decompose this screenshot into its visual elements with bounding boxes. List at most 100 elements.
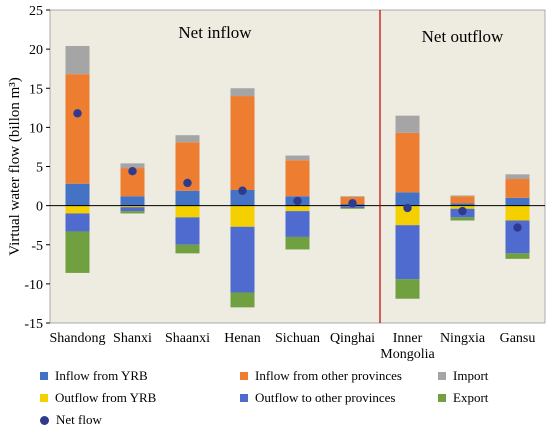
net-flow-point-shandong [73,109,82,118]
bar-henan-series-5 [230,292,255,308]
legend-item-net-flow: Net flow [40,412,102,428]
bar-ningxia-series-5 [450,217,475,221]
bar-inner-mongolia-series-5 [395,279,420,299]
y-tick-label: 0 [36,200,43,215]
legend-label: Outflow to other provinces [255,390,396,405]
x-tick-label: Shandong [50,331,106,346]
bar-shaanxi-series-4 [175,217,200,245]
bar-inner-mongolia-series-4 [395,225,420,280]
legend-swatch [40,394,48,402]
net-flow-point-sichuan [293,196,302,206]
bar-sichuan-series-5 [285,236,310,250]
bar-shaanxi-series-3 [175,205,200,218]
legend-label: Export [453,390,489,405]
bar-shaanxi-series-2 [175,135,200,143]
legend-label: Inflow from other provinces [255,368,402,383]
bar-henan-series-0 [230,189,255,206]
legend-swatch [438,394,446,402]
net-flow-point-shanxi [128,166,137,176]
net-flow-point-ningxia [458,206,467,216]
bar-shandong-series-1 [65,74,90,184]
x-tick-label: Henan [224,331,261,346]
bar-ningxia-series-1 [450,196,475,204]
bar-shanxi-series-2 [120,163,145,169]
y-tick-label: -15 [24,317,43,332]
bar-gansu-series-2 [505,174,530,180]
bar-shandong-series-0 [65,183,90,206]
bar-shanxi-series-4 [120,207,145,212]
y-tick-label: 15 [29,82,43,97]
legend-item-outflow-yrb: Outflow from YRB [40,390,156,406]
legend-label: Inflow from YRB [55,368,148,383]
net-flow-point-henan [238,186,247,195]
bar-gansu-series-0 [505,197,530,206]
net-flow-point-gansu [513,223,522,232]
bar-shanxi-series-5 [120,211,145,214]
y-axis-ticks: -15 -10 -5 0 5 10 15 20 25 [24,4,50,332]
bar-ningxia-series-0 [450,203,475,206]
y-tick-label: -5 [31,239,43,254]
x-tick-label: Gansu [500,331,536,346]
y-tick-label: 20 [29,43,43,58]
legend-item-import: Import [438,368,488,384]
y-tick-label: 10 [29,121,43,136]
bar-henan-series-4 [230,226,255,293]
legend-label: Outflow from YRB [55,390,157,405]
legend-swatch [40,372,48,380]
bar-inner-mongolia-series-3 [395,205,420,226]
bar-inner-mongolia-series-0 [395,192,420,206]
bar-qinghai-series-5 [340,207,365,209]
legend-swatch [240,372,248,380]
bar-henan-series-1 [230,96,255,190]
y-axis-label: Virtual water flow (billon m³) [7,77,23,256]
bar-sichuan-series-1 [285,160,310,197]
bar-shandong-series-2 [65,45,90,75]
legend-marker [40,415,49,425]
bar-ningxia-series-2 [450,195,475,197]
bar-qinghai-series-2 [340,196,365,198]
y-tick-label: 25 [29,4,43,19]
region-label-net-inflow: Net inflow [178,23,252,42]
x-tick-label: Mongolia [380,347,435,362]
bar-stacks [65,45,530,308]
net-flow-point-qinghai [348,199,357,208]
bar-inner-mongolia-series-1 [395,132,420,193]
bar-henan-series-3 [230,205,255,227]
legend: Inflow from YRB Inflow from other provin… [40,368,545,430]
bar-shanxi-series-3 [120,205,145,208]
net-flow-point-shaanxi [183,178,192,188]
bar-gansu-series-1 [505,179,530,198]
bar-gansu-series-3 [505,205,530,221]
bar-shanxi-series-0 [120,196,145,206]
region-label-net-outflow: Net outflow [422,27,504,46]
bar-inner-mongolia-series-2 [395,115,420,133]
x-tick-label: Ningxia [440,331,486,346]
bar-sichuan-series-4 [285,211,310,237]
y-tick-label: -10 [24,278,43,293]
legend-label: Import [453,368,489,383]
x-tick-label: Shaanxi [165,331,210,346]
x-tick-label: Shanxi [113,331,152,346]
legend-swatch [438,372,446,380]
legend-item-export: Export [438,390,488,406]
bar-sichuan-series-3 [285,205,310,212]
bar-shandong-series-5 [65,231,90,273]
legend-label: Net flow [56,412,102,427]
bar-shandong-series-3 [65,205,90,214]
x-tick-label: Sichuan [275,331,320,346]
bar-gansu-series-5 [505,253,530,259]
y-tick-label: 5 [36,161,43,176]
net-flow-markers [73,109,522,232]
legend-item-outflow-other: Outflow to other provinces [240,390,395,406]
bar-henan-series-2 [230,88,255,97]
legend-swatch [240,394,248,402]
legend-item-inflow-yrb: Inflow from YRB [40,368,148,384]
bar-shaanxi-series-0 [175,190,200,206]
net-flow-point-inner-mongolia [403,203,412,213]
x-tick-label: Inner [393,331,423,346]
legend-item-inflow-other: Inflow from other provinces [240,368,402,384]
bar-shandong-series-4 [65,213,90,232]
x-axis-labels: Shandong Shanxi Shaanxi Henan Sichuan Qinghai… [50,331,536,362]
bar-sichuan-series-2 [285,155,310,161]
